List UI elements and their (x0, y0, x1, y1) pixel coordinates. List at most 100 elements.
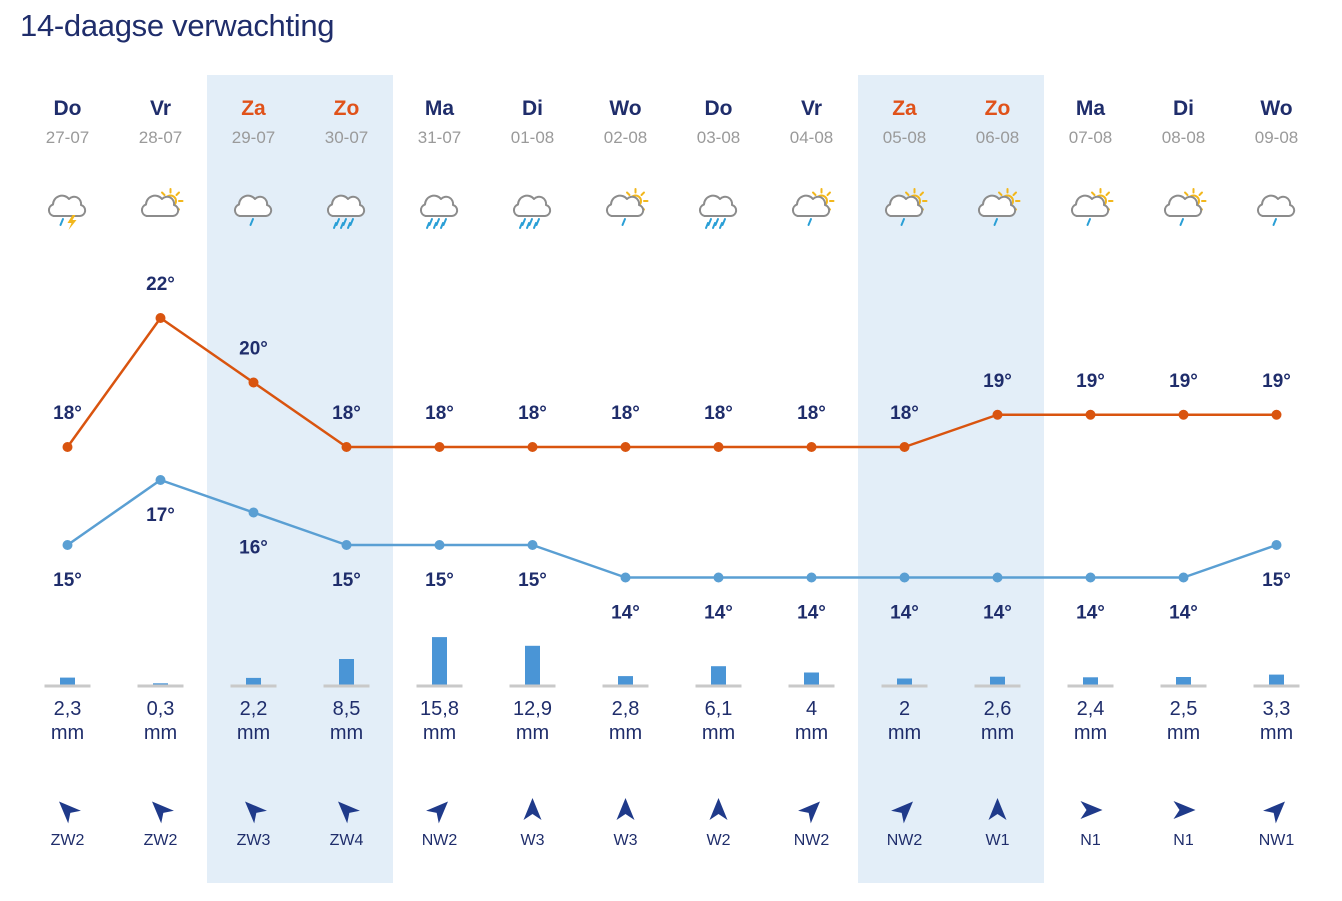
precip-bar (153, 683, 168, 685)
max-temp-label: 19° (1076, 371, 1105, 392)
precip-unit: mm (1167, 722, 1200, 744)
wind-label: W1 (986, 832, 1010, 849)
wind-arrow-icon (152, 801, 174, 824)
day-date: 01-08 (511, 128, 554, 147)
precip-bar (1269, 674, 1284, 685)
wind-arrow-icon (59, 801, 81, 824)
max-temp-point (341, 442, 352, 452)
precip-unit: mm (795, 722, 828, 744)
precip-value: 2,8 (612, 698, 640, 720)
precip-unit: mm (1260, 722, 1293, 744)
sun-shower-icon (884, 188, 928, 226)
min-temp-point (341, 540, 352, 550)
weather-icons (47, 188, 1296, 230)
precip-bar (246, 677, 261, 685)
min-temp-point (1178, 572, 1189, 583)
wind-label: ZW4 (330, 832, 364, 849)
wind-arrow-icon (1080, 801, 1103, 819)
day-date: 03-08 (697, 128, 740, 147)
wind-arrow-icon (245, 801, 267, 824)
day-date: 29-07 (232, 128, 275, 147)
day-date: 06-08 (976, 128, 1019, 147)
day-name: Wo (609, 97, 641, 120)
day-date: 31-07 (418, 128, 461, 147)
min-temp-label: 14° (983, 603, 1012, 624)
wind-arrow-icon (426, 801, 448, 824)
weekend-band (207, 75, 393, 883)
min-temp-label: 15° (518, 570, 547, 591)
precip-unit: mm (609, 722, 642, 744)
max-temp-point (992, 409, 1003, 420)
max-temp-point (1085, 409, 1096, 420)
precip-value: 2,5 (1170, 698, 1198, 720)
min-temp-label: 15° (425, 570, 454, 591)
day-name: Do (54, 97, 82, 120)
wind-label: W3 (614, 832, 638, 849)
precip-unit: mm (51, 722, 84, 744)
precip-bar (804, 672, 819, 685)
precip-unit: mm (981, 722, 1014, 744)
partly-cloudy-icon (140, 188, 184, 217)
min-temp-line (66, 478, 1277, 579)
wind-arrow-icon (1173, 801, 1196, 819)
min-temp-point (713, 572, 724, 583)
precip-value: 15,8 (420, 698, 459, 720)
max-temp-label: 22° (146, 274, 175, 295)
wind-label: NW1 (1259, 832, 1295, 849)
precip-value: 12,9 (513, 698, 552, 720)
precip-unit: mm (1074, 722, 1107, 744)
day-date: 27-07 (46, 128, 89, 147)
precip-value: 2,4 (1077, 698, 1105, 720)
sun-shower-icon (1070, 188, 1114, 226)
max-temp-label: 18° (704, 403, 733, 424)
wind-row: ZW2 ZW2 ZW3 ZW4 NW2 W3 W3 W2 NW2 NW2 W1 N1 N1 NW1 (51, 798, 1295, 849)
min-temp-label: 14° (1169, 603, 1198, 624)
min-temp-point (248, 507, 259, 518)
wind-arrow-icon (709, 798, 728, 820)
day-date: 07-08 (1069, 128, 1112, 147)
wind-label: NW2 (422, 832, 458, 849)
wind-arrow-icon (891, 801, 913, 824)
max-temp-point (1271, 409, 1282, 420)
wind-label: ZW2 (144, 832, 178, 849)
max-temp-label: 18° (890, 403, 919, 424)
max-temp-point (155, 313, 166, 323)
rain-icon (419, 194, 459, 229)
precip-value: 2 (899, 698, 910, 720)
day-name: Di (1173, 97, 1194, 120)
wind-label: W3 (521, 832, 545, 849)
light-rain-icon (233, 194, 273, 226)
sun-shower-icon (977, 188, 1021, 226)
day-date: 02-08 (604, 128, 647, 147)
precip-value: 0,3 (147, 698, 175, 720)
wind-arrow-icon (523, 798, 542, 820)
day-name: Ma (1076, 97, 1105, 120)
precip-unit: mm (888, 722, 921, 744)
precip-bar (432, 637, 447, 685)
min-temp-label: 14° (611, 603, 640, 624)
precip-unit: mm (330, 722, 363, 744)
day-date: 28-07 (139, 128, 182, 147)
rain-icon (512, 194, 552, 229)
max-temp-label: 19° (1169, 371, 1198, 392)
min-temp-point (155, 475, 166, 485)
day-name: Za (892, 97, 917, 120)
day-date: 05-08 (883, 128, 926, 147)
precip-value: 2,3 (54, 698, 82, 720)
max-temp-point (1178, 409, 1189, 420)
day-name: Zo (334, 97, 360, 120)
day-name: Wo (1260, 97, 1292, 120)
day-name: Vr (801, 97, 822, 120)
day-date: 08-08 (1162, 128, 1205, 147)
precip-bar (525, 645, 540, 685)
wind-label: ZW3 (237, 832, 271, 849)
wind-label: W2 (707, 832, 731, 849)
precip-value: 2,6 (984, 698, 1012, 720)
wind-label: NW2 (794, 832, 830, 849)
max-temp-point (62, 442, 73, 452)
sun-shower-icon (791, 188, 835, 226)
precip-bar (1083, 677, 1098, 685)
thunderstorm-icon (47, 194, 87, 230)
sun-shower-icon (605, 188, 649, 226)
precip-unit: mm (702, 722, 735, 744)
